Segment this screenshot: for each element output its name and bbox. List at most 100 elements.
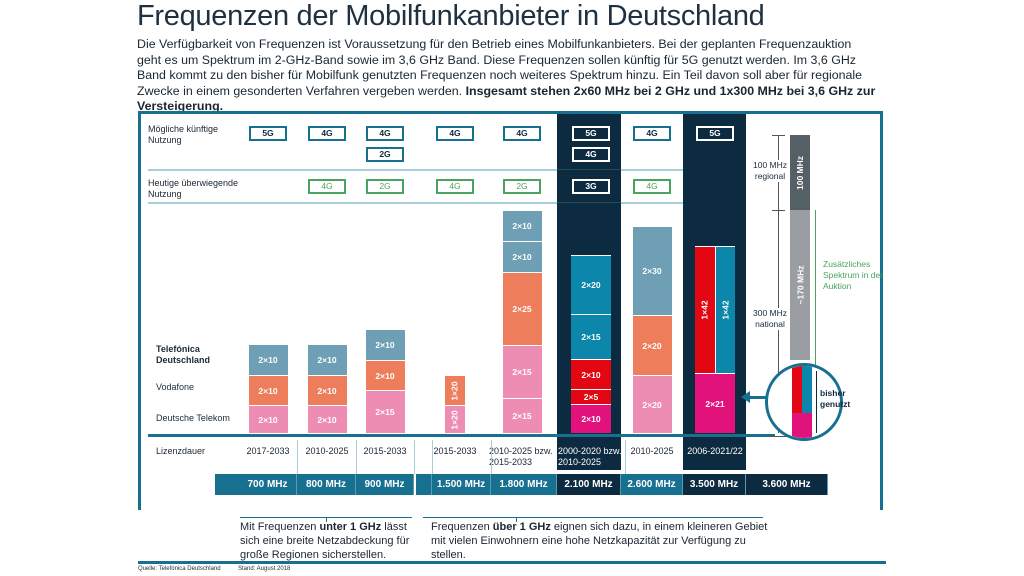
bar-segment-vodafone: 2×25 [502,272,542,345]
national-label: 300 MHz national [748,308,792,330]
additional-label: Zusätzliches Spektrum in der Auktion [823,259,883,291]
segment-label: 2×10 [317,414,337,425]
segment-label: 2×20 [642,399,662,410]
bar-segment-vodafone: 1×42 [695,246,715,373]
future-usage-tag: 4G [572,147,610,162]
segment-label: 1×20 [450,409,460,430]
bar-segment-vodafone: 2×20 [632,315,672,375]
license-text: 2015-2033 [433,446,477,456]
license-period: 2010-2025 bzw. 2015-2033 [489,446,555,468]
license-period: 2010-2025 [297,446,357,457]
future-usage-tag: 5G [249,126,287,141]
segment-label: 2×10 [512,221,532,231]
future-usage-label: Mögliche künftige Nutzung [148,124,219,145]
used-label: bisher genutzt [820,388,851,409]
segment-label: 2×5 [583,392,599,402]
license-divider [414,440,415,474]
row-separator [557,202,621,203]
license-text: 2010-2025 bzw. [489,446,553,456]
used-bracket [816,371,817,433]
row-separator [557,169,621,170]
operator-vodafone: Vodafone [156,382,195,392]
used-vodafone [792,366,802,413]
frequency-label: 3.600 MHz [746,474,828,495]
future-usage-tag: 4G [436,126,474,141]
segment-label: 2×10 [317,385,337,396]
license-text: 2015-2033 [363,446,407,456]
bar-segment-telefonica: 2×20 [571,255,611,314]
bar-segment-telekom: 2×10 [248,405,288,433]
regional-bar: 100 MHz [790,135,810,210]
segment-label: 2×10 [375,340,395,350]
frequency-label: 1.500 MHz [432,474,491,495]
current-usage-tag: 2G [503,179,541,194]
bracket-above-1ghz [423,517,763,518]
bar-segment-vodafone: 2×10 [365,360,405,390]
license-period: 2010-2025 [622,446,682,457]
frequency-label: 800 MHz [297,474,356,495]
footer-date: Stand: August 2018 [238,566,291,572]
scale-tick [772,135,785,136]
note-above-1ghz: Frequenzen über 1 GHz eignen sich dazu, … [431,521,768,561]
bar-segment-telekom: 2×10 [307,405,347,433]
bar-segment-telekom: 1×20 [445,405,465,433]
footer-line [138,561,886,564]
segment-label: 2×10 [512,252,532,262]
segment-label: 2×15 [375,407,395,417]
segment-label: 2×10 [258,414,278,425]
page-title: Frequenzen der Mobilfunkanbieter in Deut… [137,0,765,32]
current-usage-tag: 3G [572,179,610,194]
bar-segment-telekom: 2×20 [632,375,672,433]
frequency-label: 2.100 MHz [557,474,621,495]
chart-frame [138,111,883,510]
bar-segment-telefonica: 2×10 [248,344,288,375]
bar-segment-vodafone: 2×5 [571,389,611,404]
bar-segment-vodafone: 2×10 [307,375,347,405]
row-separator [621,169,683,171]
arrow-left-icon [748,396,766,399]
segment-label: 2×10 [581,369,601,380]
segment-label: 2×10 [258,385,278,396]
bracket-tick [326,517,327,522]
bar-segment-vodafone: 1×20 [445,375,465,405]
note-below-1ghz: Mit Frequenzen unter 1 GHz lässt sich ei… [240,521,410,561]
intro-text: Die Verfügbarkeit von Frequenzen ist Vor… [137,37,876,114]
license-label: Lizenzdauer [156,446,206,456]
bar-segment-vodafone: 2×10 [571,359,611,389]
row-separator [621,202,683,204]
used-telefonica [802,366,812,413]
arrow-head [741,391,750,403]
bar-segment-telekom: 2×10 [571,404,611,433]
bar-segment-telefonica: 2×30 [632,226,672,315]
bar-segment-telefonica: 2×10 [365,329,405,360]
license-text: 2006-2021/22 [687,446,743,456]
frequency-gap [414,474,432,495]
footer-source: Quelle: Telefónica Deutschland [138,566,221,572]
baseline [148,434,775,437]
regional-label: 100 MHz regional [748,160,792,182]
regional-value: 100 MHz [795,155,806,190]
spectrum-scale-line [778,135,779,433]
bar-segment-telefonica: 2×10 [307,344,347,375]
frequency-label: 3.500 MHz [683,474,746,495]
frequency-label: 2.600 MHz [621,474,683,495]
bar-segment-telekom: 2×15 [365,390,405,433]
bar-segment-telekom: 2×15 [502,345,542,398]
row-separator [148,169,557,171]
frequency-label: 1.800 MHz [491,474,557,495]
segment-label: 2×20 [581,280,601,290]
future-usage-tag: 4G [633,126,671,141]
license-divider [356,440,357,474]
segment-label: 2×15 [581,332,601,342]
future-usage-tag: 4G [308,126,346,141]
additional-bracket [815,210,816,435]
bar-segment-telekom: 2×15 [502,398,542,433]
license-text: 2000-2020 bzw. [558,446,622,456]
segment-label: 2×15 [512,411,532,421]
bar-segment-telefonica: 2×15 [571,314,611,359]
bar-segment-vodafone: 2×10 [248,375,288,405]
license-divider [432,440,433,474]
license-period: 2000-2020 bzw. 2010-2025 [558,446,624,468]
current-usage-label: Heutige überwiegende Nutzung [148,178,239,199]
scale-tick [768,436,788,437]
